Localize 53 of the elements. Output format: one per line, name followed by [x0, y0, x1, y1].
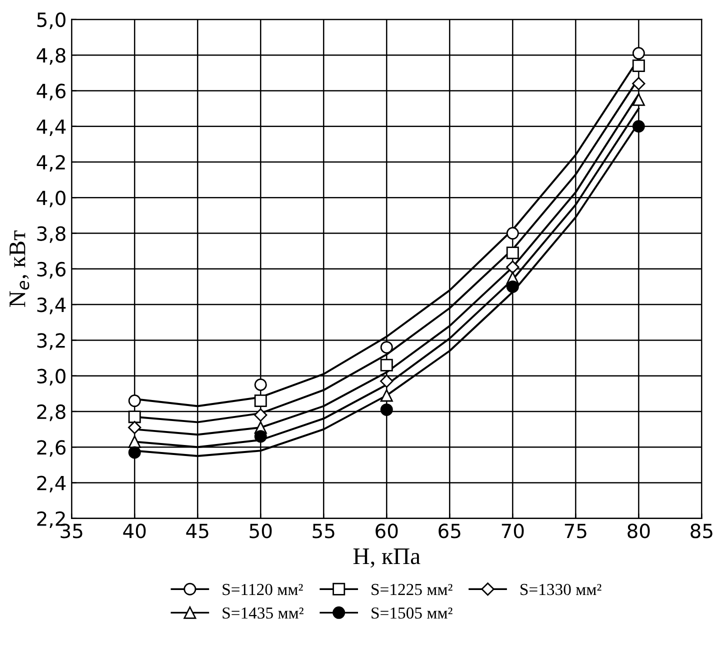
x-tick-label: 85: [690, 524, 712, 538]
point: [254, 378, 267, 391]
x-tick-label: 50: [250, 524, 272, 538]
y-tick-label: 3,6: [37, 262, 66, 279]
x-tick-label: 40: [123, 524, 146, 538]
point: [506, 280, 519, 293]
y-tick-label: 2,6: [37, 440, 66, 457]
x-tick-label: 80: [628, 524, 650, 538]
point: [506, 260, 520, 274]
point: [128, 394, 141, 408]
y-tick-label: 2,8: [37, 404, 66, 422]
point: [632, 120, 645, 133]
y-tick-label: 4,4: [36, 120, 66, 136]
x-axis-title: H, кПа: [353, 548, 420, 568]
legend-label: S=1505 мм²: [372, 607, 452, 619]
y-tick-label: 3,2: [37, 333, 65, 350]
x-tick-label: 55: [312, 524, 334, 538]
x-tick-label: 70: [502, 524, 524, 538]
legend-label: S=1225 мм²: [372, 584, 452, 596]
point: [380, 389, 393, 402]
point: [632, 93, 645, 106]
point: [254, 430, 267, 443]
point: [380, 341, 393, 354]
y-tick-label: 2,4: [37, 476, 66, 492]
point: [506, 227, 519, 240]
point: [380, 358, 393, 372]
point: [380, 374, 394, 388]
y-tick-label: 3,8: [37, 226, 66, 243]
point: [128, 446, 141, 459]
y-tick-label: 4,2: [36, 154, 65, 172]
y-axis-title: N$_{e}$, кВт: [10, 230, 30, 307]
y-tick-label: 5,0: [37, 12, 66, 30]
y-tick-label: 3,0: [37, 368, 66, 386]
x-tick-label: 60: [376, 524, 398, 538]
point: [128, 410, 141, 424]
y-tick-label: 4,0: [36, 190, 66, 208]
x-tick-label: 65: [438, 524, 460, 538]
point: [254, 408, 268, 422]
point: [254, 394, 267, 408]
point: [632, 47, 645, 60]
point: [632, 60, 645, 72]
y-tick-label: 4,6: [36, 84, 66, 100]
legend-label: S=1330 мм²: [520, 584, 602, 596]
x-tick-label: 75: [564, 524, 586, 538]
legend-label: S=1435 мм²: [222, 607, 304, 619]
point: [506, 246, 519, 260]
y-tick-label: 3,4: [37, 298, 66, 314]
y-tick-label: 4,8: [36, 48, 66, 65]
x-tick-label: 45: [186, 524, 208, 538]
point: [632, 77, 646, 90]
point: [380, 403, 393, 416]
legend-label: S=1120 мм²: [222, 584, 303, 596]
point: [128, 420, 142, 434]
